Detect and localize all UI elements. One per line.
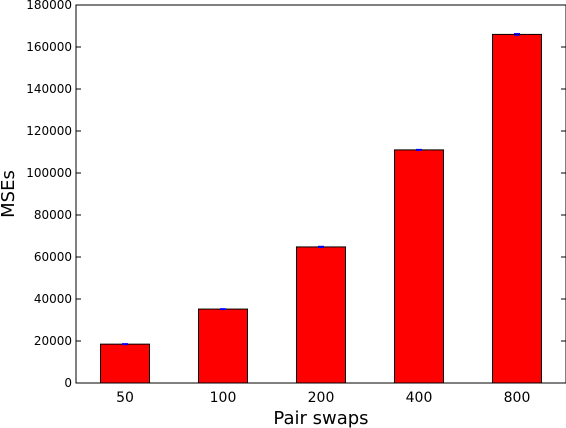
y-tick-label: 180000: [26, 0, 72, 12]
plot-frame: [75, 4, 566, 384]
y-tick-label: 20000: [34, 334, 72, 348]
x-tick-labels: 50 100 200 400 800: [116, 390, 530, 406]
bar-50: [100, 343, 150, 384]
bar-100: [198, 308, 248, 384]
x-tick-label: 400: [406, 390, 433, 406]
bar-800: [492, 33, 542, 384]
y-axis-label: MSEs: [0, 170, 19, 218]
y-tick-label: 0: [64, 376, 72, 390]
y-tick-label: 120000: [26, 124, 72, 138]
x-tick-label: 800: [504, 390, 531, 406]
y-tick-label: 160000: [26, 40, 72, 54]
bar-200: [296, 246, 346, 384]
y-tick-labels: 0 20000 40000 60000 80000 100000 120000 140000 1…: [26, 0, 72, 390]
x-tick-label: 200: [308, 390, 335, 406]
bars: [100, 33, 542, 384]
error-bars: [122, 33, 520, 346]
y-tick-label: 80000: [34, 208, 72, 222]
y-tick-label: 140000: [26, 82, 72, 96]
y-tick-label: 60000: [34, 250, 72, 264]
x-tick-label: 50: [116, 390, 134, 406]
y-tick-label: 100000: [26, 166, 72, 180]
y-tick-marks: [76, 4, 566, 384]
bar-400: [394, 149, 444, 384]
x-axis-label: Pair swaps: [273, 408, 368, 428]
y-tick-label: 40000: [34, 292, 72, 306]
x-tick-label: 100: [210, 390, 237, 406]
